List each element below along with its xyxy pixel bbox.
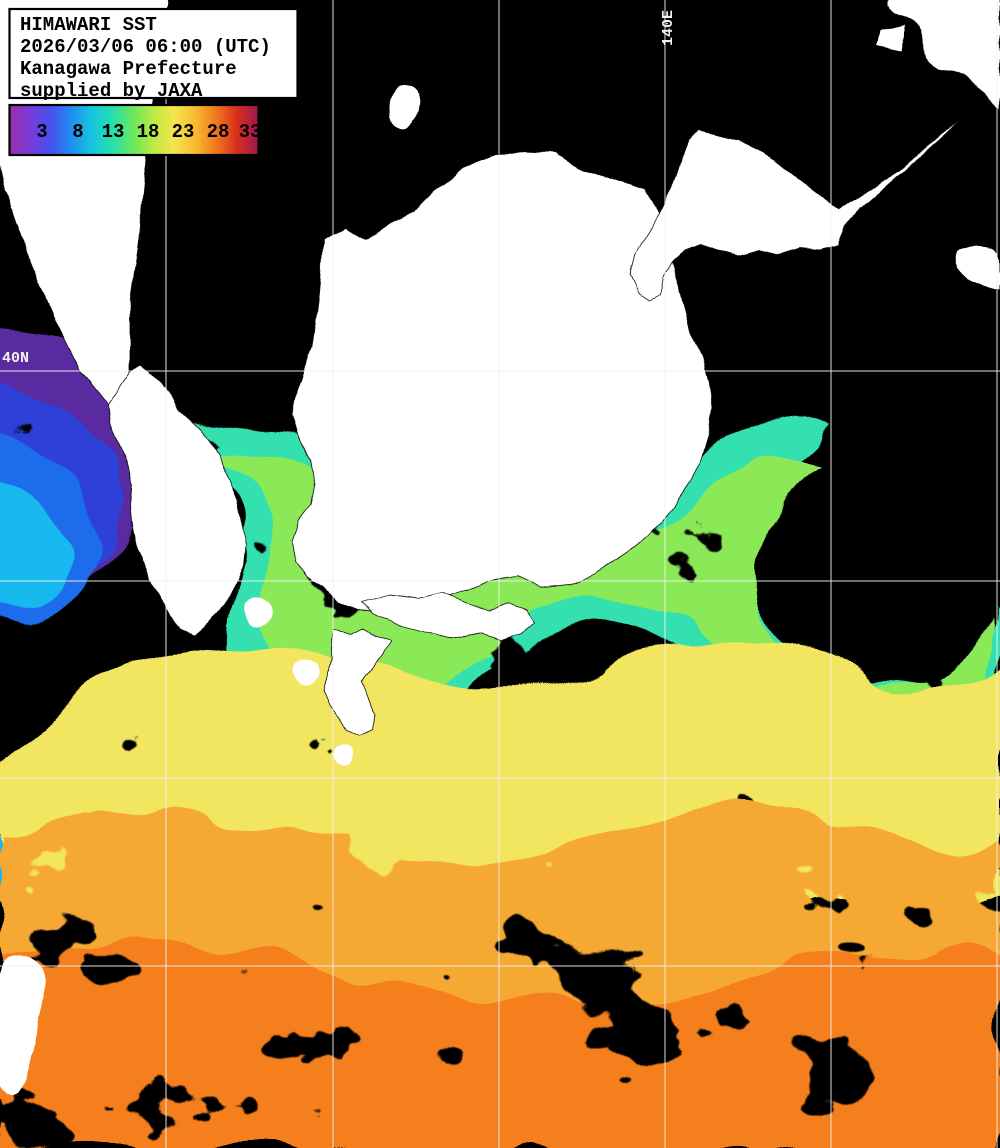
svg-text:Kanagawa Prefecture: Kanagawa Prefecture [20,58,237,80]
svg-text:33: 33 [239,121,262,143]
svg-text:13: 13 [102,121,125,143]
svg-text:supplied by JAXA: supplied by JAXA [20,80,203,102]
svg-text:3: 3 [36,121,47,143]
svg-text:2026/03/06 06:00 (UTC): 2026/03/06 06:00 (UTC) [20,36,271,58]
svg-text:140E: 140E [660,10,677,46]
svg-text:23: 23 [172,121,195,143]
svg-text:HIMAWARI SST: HIMAWARI SST [20,14,157,36]
svg-text:18: 18 [137,121,160,143]
svg-text:8: 8 [72,121,83,143]
svg-text:40N: 40N [2,350,29,367]
svg-text:28: 28 [207,121,230,143]
